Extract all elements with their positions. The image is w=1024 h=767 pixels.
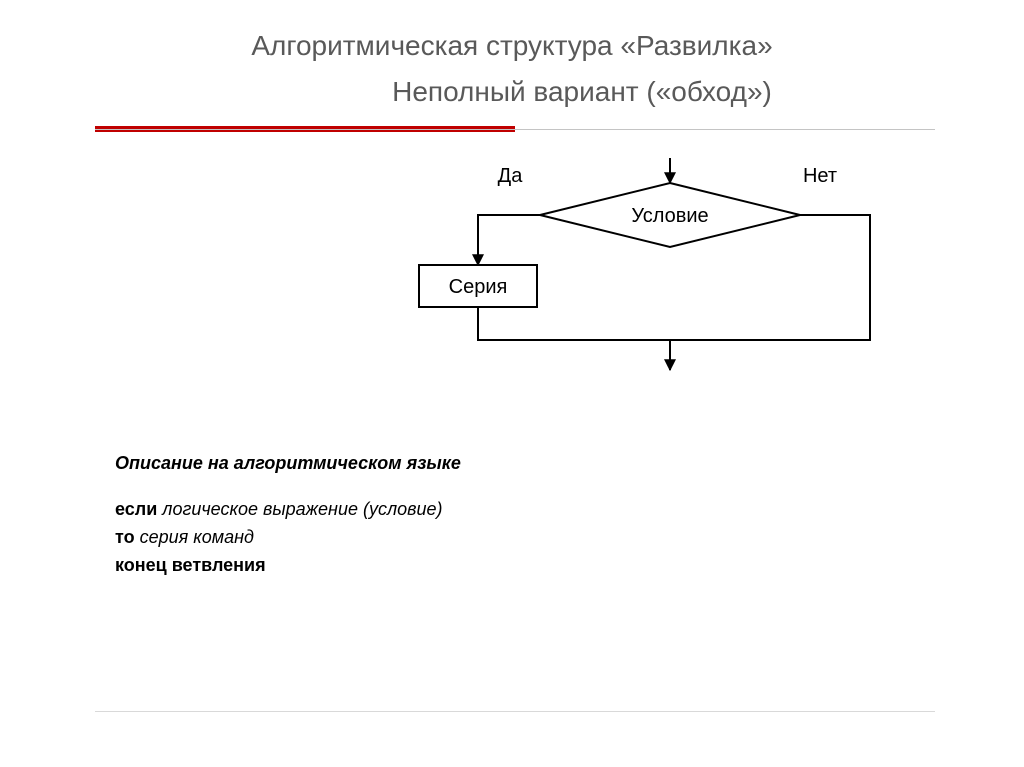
title-area: Алгоритмическая структура «Развилка» Неп… [0, 0, 1024, 108]
title-line1: Алгоритмическая структура «Развилка» [0, 30, 1024, 62]
description-heading: Описание на алгоритмическом языке [115, 450, 1024, 478]
description-lines: если логическое выражение (условие)то се… [115, 496, 1024, 580]
keyword: если [115, 499, 157, 519]
svg-text:Серия: Серия [449, 276, 508, 298]
description-line: конец ветвления [115, 552, 1024, 580]
flowchart-diagram: Да Нет Условие Серия [0, 140, 1024, 400]
pseudocode-text: серия команд [135, 527, 254, 547]
pseudocode-text: логическое выражение (условие) [157, 499, 442, 519]
svg-text:Условие: Условие [631, 205, 708, 227]
description-line: то серия команд [115, 524, 1024, 552]
description-line: если логическое выражение (условие) [115, 496, 1024, 524]
footer-divider [95, 711, 935, 712]
keyword: то [115, 527, 135, 547]
thin-underline [95, 129, 935, 130]
keyword: конец ветвления [115, 555, 266, 575]
svg-text:Нет: Нет [803, 165, 837, 187]
description-block: Описание на алгоритмическом языке если л… [0, 400, 1024, 580]
title-line2: Неполный вариант («обход») [0, 76, 1024, 108]
svg-text:Да: Да [498, 165, 524, 187]
